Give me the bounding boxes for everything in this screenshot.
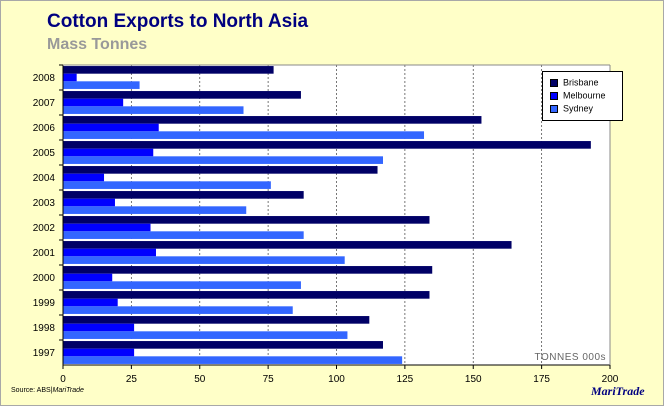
bar-sydney-2001 xyxy=(63,256,345,264)
bar-sydney-2000 xyxy=(63,281,301,289)
bar-sydney-2008 xyxy=(63,81,140,89)
legend-item-brisbane: Brisbane xyxy=(550,77,599,90)
source-label: Source: ABS xyxy=(11,387,51,394)
y-tick-label: 2000 xyxy=(33,273,56,284)
y-tick-label: 2006 xyxy=(33,123,56,134)
bar-brisbane-2008 xyxy=(63,66,274,74)
bar-brisbane-2004 xyxy=(63,166,378,174)
y-tick-label: 1998 xyxy=(33,323,56,334)
legend-swatch-sydney xyxy=(550,104,558,113)
bar-brisbane-2005 xyxy=(63,141,591,149)
source-brand: MariTrade xyxy=(52,387,84,394)
bar-melbourne-2001 xyxy=(63,248,156,257)
bar-melbourne-2004 xyxy=(63,173,105,182)
y-tick-label: 2008 xyxy=(33,73,56,84)
y-tick-label: 2007 xyxy=(33,98,56,109)
legend-item-melbourne: Melbourne xyxy=(550,90,606,103)
bar-melbourne-2008 xyxy=(63,73,77,82)
legend-label-brisbane: Brisbane xyxy=(563,77,599,88)
bar-sydney-1997 xyxy=(63,356,403,364)
bar-sydney-2004 xyxy=(63,181,271,189)
x-tick-label: 50 xyxy=(194,374,206,385)
bar-brisbane-2001 xyxy=(63,241,512,249)
bar-sydney-2003 xyxy=(63,206,247,214)
bar-brisbane-1998 xyxy=(63,316,370,324)
bar-melbourne-2005 xyxy=(63,148,154,157)
x-tick-label: 175 xyxy=(533,374,550,385)
y-tick-label: 2004 xyxy=(33,173,56,184)
x-tick-label: 25 xyxy=(126,374,138,385)
legend-label-sydney: Sydney xyxy=(563,103,594,114)
bar-sydney-2002 xyxy=(63,231,304,239)
bar-sydney-2006 xyxy=(63,131,425,139)
bar-brisbane-1997 xyxy=(63,341,383,349)
bar-brisbane-2000 xyxy=(63,266,433,274)
y-tick-label: 1999 xyxy=(33,298,56,309)
bar-brisbane-2007 xyxy=(63,91,301,99)
bar-melbourne-1999 xyxy=(63,298,118,307)
x-tick-label: 0 xyxy=(60,374,66,385)
bar-brisbane-2006 xyxy=(63,116,482,124)
bar-melbourne-1998 xyxy=(63,323,135,332)
x-tick-label: 200 xyxy=(602,374,619,385)
bar-sydney-1999 xyxy=(63,306,293,314)
bar-melbourne-1997 xyxy=(63,348,135,357)
x-tick-label: 100 xyxy=(328,374,345,385)
bar-brisbane-2003 xyxy=(63,191,304,199)
legend-swatch-brisbane xyxy=(550,78,558,87)
x-tick-label: 150 xyxy=(465,374,482,385)
bar-melbourne-2002 xyxy=(63,223,151,232)
legend-item-sydney: Sydney xyxy=(550,103,593,116)
bar-melbourne-2003 xyxy=(63,198,115,207)
y-tick-label: 2002 xyxy=(33,223,56,234)
bar-melbourne-2006 xyxy=(63,123,159,132)
bar-brisbane-1999 xyxy=(63,291,430,299)
brand-logo: MariTrade xyxy=(591,384,645,398)
y-tick-label: 2001 xyxy=(33,248,56,259)
bar-sydney-2007 xyxy=(63,106,244,114)
chart-legend: Brisbane Melbourne Sydney xyxy=(542,71,623,121)
bar-sydney-1998 xyxy=(63,331,348,339)
y-tick-label: 2003 xyxy=(33,198,56,209)
source-note: Source: ABS|MariTrade xyxy=(11,387,84,394)
x-tick-label: 75 xyxy=(263,374,275,385)
unit-label: TONNES 000s xyxy=(535,352,606,363)
y-tick-label: 1997 xyxy=(33,348,56,359)
y-tick-label: 2005 xyxy=(33,148,56,159)
bar-brisbane-2002 xyxy=(63,216,430,224)
bar-melbourne-2007 xyxy=(63,98,124,107)
legend-swatch-melbourne xyxy=(550,91,558,100)
bar-melbourne-2000 xyxy=(63,273,113,282)
chart-subtitle: Mass Tonnes xyxy=(47,36,148,53)
legend-label-melbourne: Melbourne xyxy=(563,90,606,101)
chart-title: Cotton Exports to North Asia xyxy=(47,11,309,32)
x-tick-label: 125 xyxy=(397,374,414,385)
bar-sydney-2005 xyxy=(63,156,383,164)
